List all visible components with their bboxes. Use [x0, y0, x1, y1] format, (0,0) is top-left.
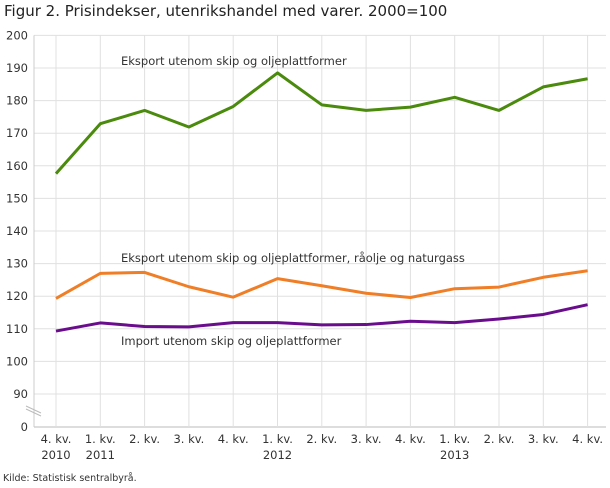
x-tick-label: 1. kv. — [439, 432, 470, 446]
axis-break-mark — [25, 408, 42, 417]
chart-title: Figur 2. Prisindekser, utenrikshandel me… — [4, 2, 448, 20]
x-tick-label: 3. kv. — [351, 432, 382, 446]
x-tick-label: 3. kv. — [173, 432, 204, 446]
x-tick-label: 4. kv. — [41, 432, 72, 446]
x-tick-label: 1. kv. — [262, 432, 293, 446]
series-label: Eksport utenom skip og oljeplattformer, … — [121, 251, 465, 265]
y-tick-label: 0 — [21, 420, 28, 434]
y-tick-label: 180 — [6, 94, 28, 108]
y-tick-label: 190 — [6, 61, 28, 75]
x-tick-label: 4. kv. — [395, 432, 426, 446]
x-tick-year-label: 2010 — [41, 448, 70, 462]
x-tick-year-label: 2013 — [440, 448, 469, 462]
y-tick-label: 140 — [6, 224, 28, 238]
x-tick-label: 4. kv. — [218, 432, 249, 446]
y-tick-label: 200 — [6, 28, 28, 42]
y-tick-label: 100 — [6, 354, 28, 368]
x-tick-label: 4. kv. — [572, 432, 603, 446]
y-tick-label: 170 — [6, 126, 28, 140]
y-tick-label: 110 — [6, 322, 28, 336]
x-tick-label: 1. kv. — [85, 432, 116, 446]
y-tick-label: 150 — [6, 191, 28, 205]
y-tick-label: 130 — [6, 257, 28, 271]
x-tick-year-label: 2012 — [263, 448, 292, 462]
y-tick-label: 120 — [6, 289, 28, 303]
x-tick-label: 3. kv. — [528, 432, 559, 446]
series-label: Import utenom skip og oljeplattformer — [121, 334, 342, 348]
series-label: Eksport utenom skip og oljeplattformer — [121, 54, 347, 68]
y-tick-label: 90 — [13, 387, 28, 401]
x-tick-label: 2. kv. — [129, 432, 160, 446]
x-tick-label: 2. kv. — [306, 432, 337, 446]
x-tick-year-label: 2011 — [86, 448, 115, 462]
source-note: Kilde: Statistisk sentralbyrå. — [3, 473, 137, 484]
axis-break-mark — [25, 405, 42, 414]
y-tick-label: 160 — [6, 159, 28, 173]
x-tick-label: 2. kv. — [484, 432, 515, 446]
